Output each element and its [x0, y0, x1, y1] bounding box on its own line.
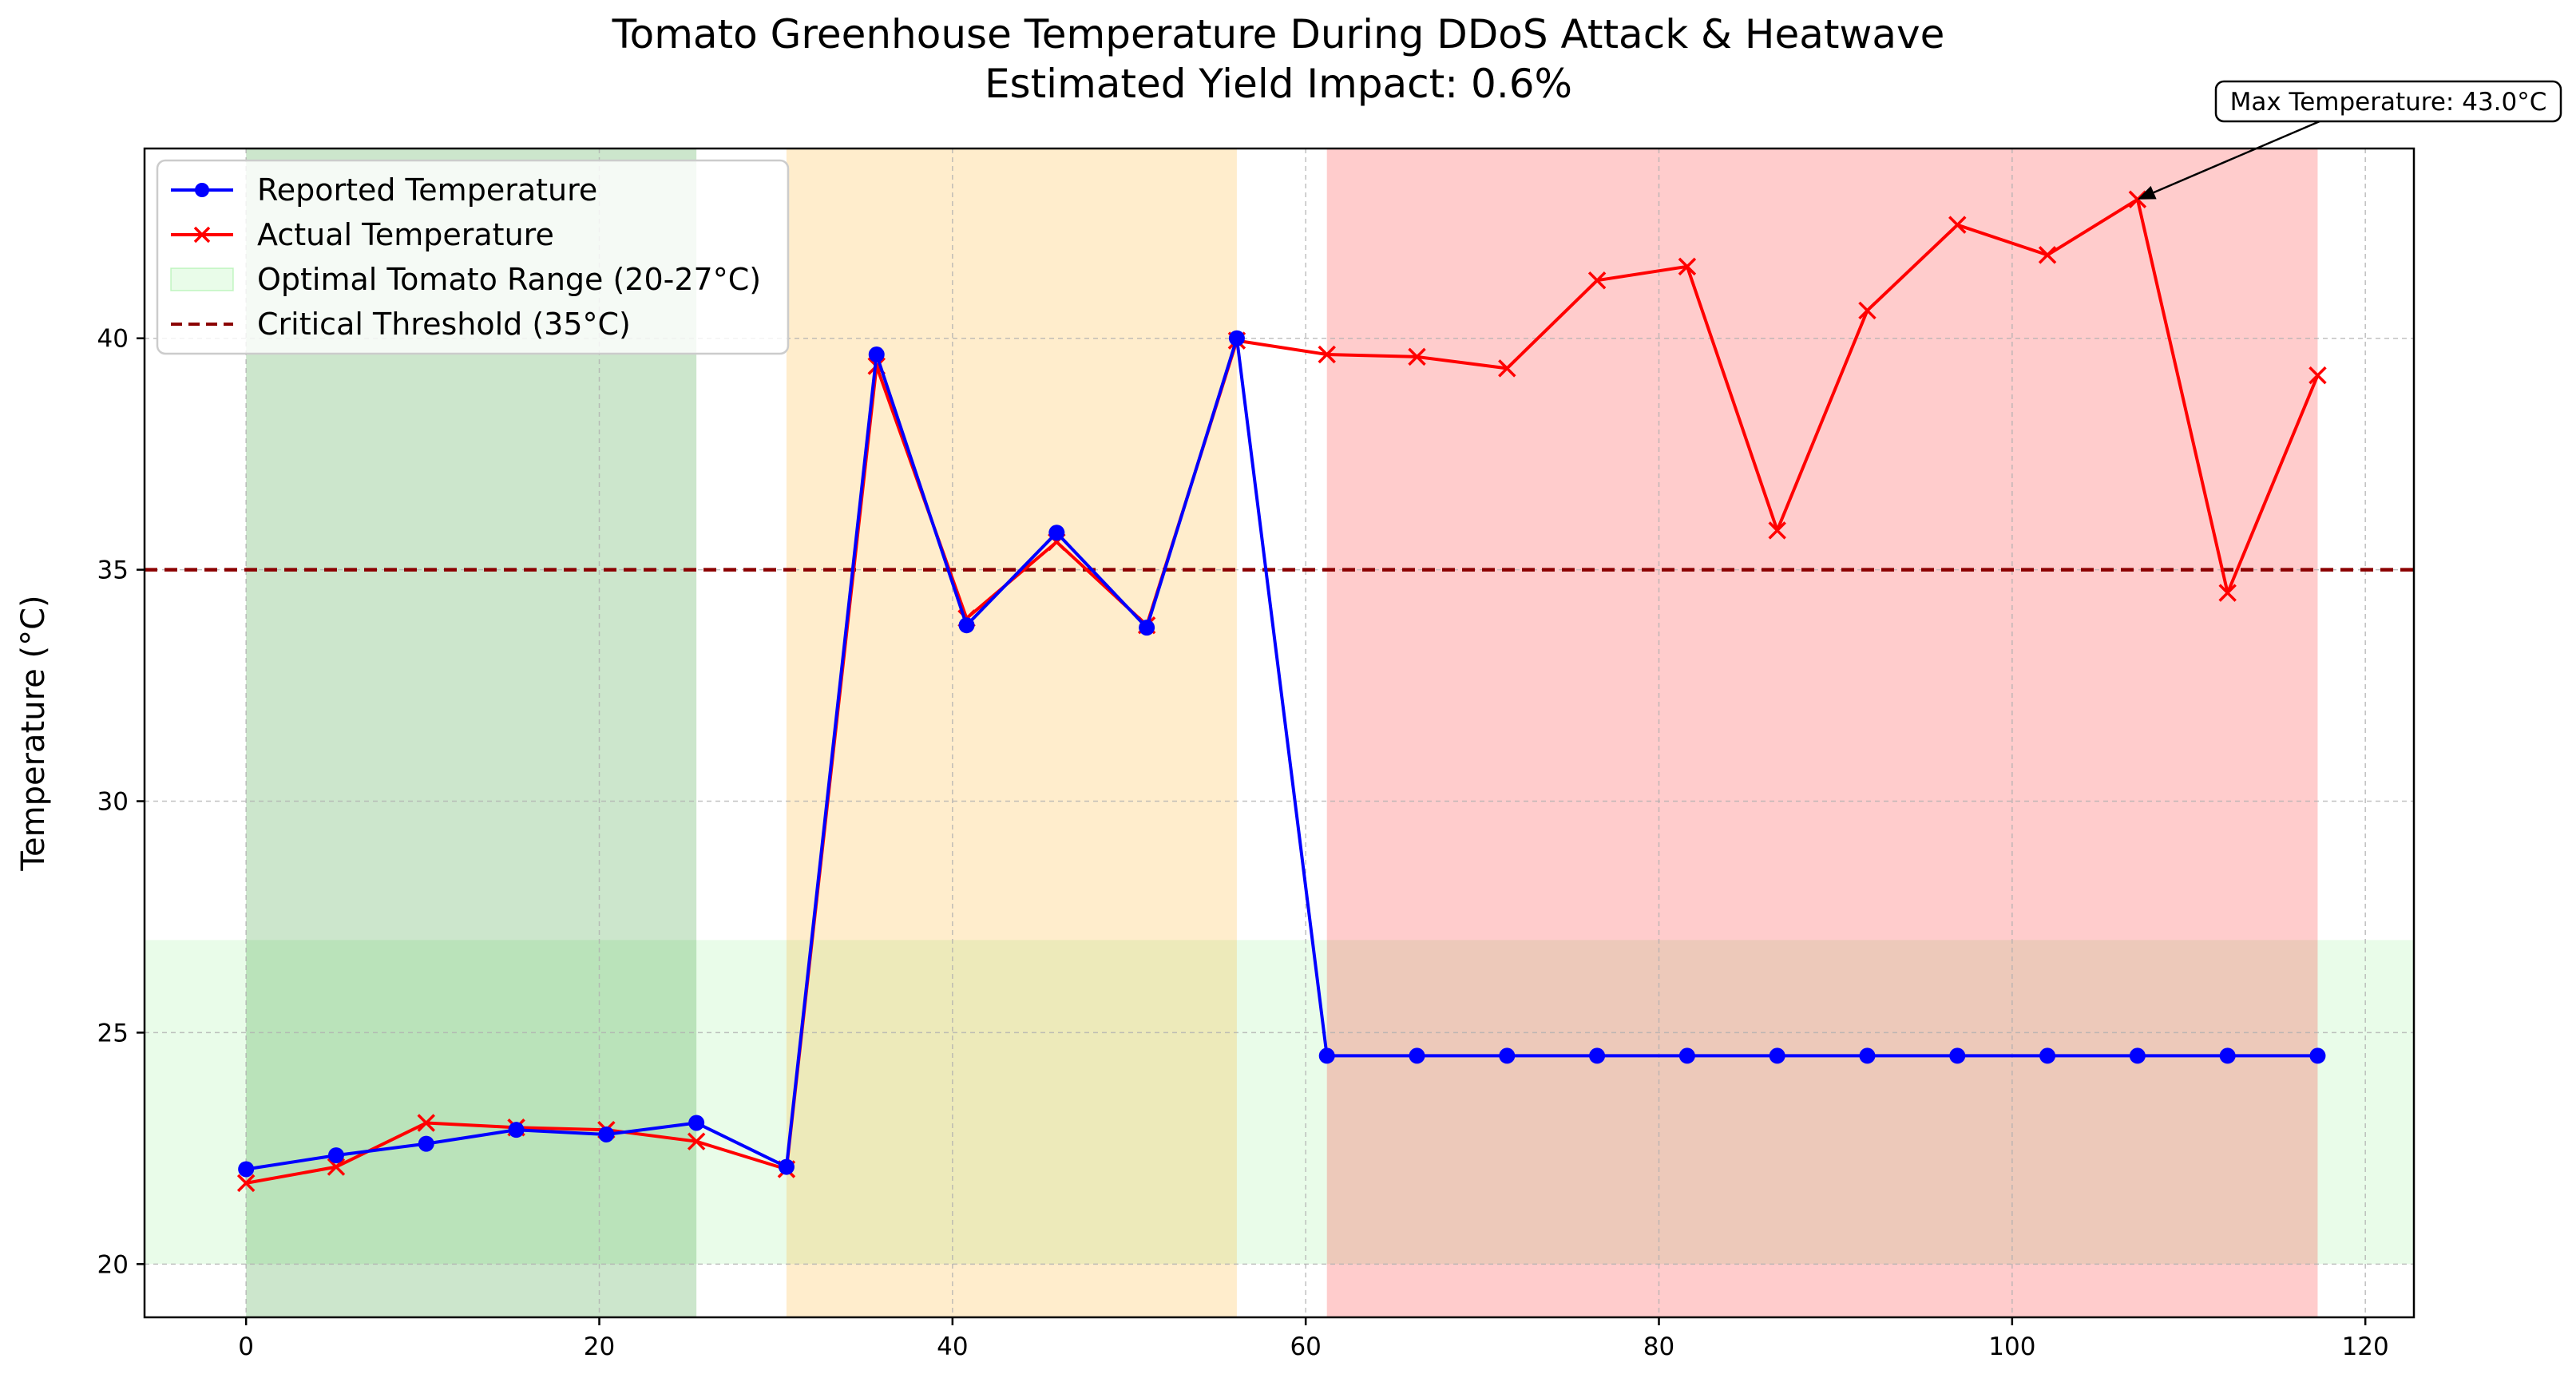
band-3 — [1326, 148, 2318, 1317]
reported-point — [1048, 525, 1065, 541]
reported-point — [1409, 1047, 1425, 1064]
actual-point — [1858, 301, 1877, 320]
y-tick-label: 40 — [97, 325, 129, 354]
x-tick-label: 0 — [238, 1332, 254, 1361]
legend-actual-label: Actual Temperature — [257, 217, 554, 252]
reported-point — [1139, 620, 1155, 636]
max-temperature-annotation: Max Temperature: 43.0°C — [2137, 80, 2562, 200]
x-tick-label: 120 — [2342, 1332, 2389, 1361]
x-tick-label: 80 — [1643, 1332, 1674, 1361]
y-tick-label: 30 — [97, 788, 129, 817]
y-tick-label: 25 — [97, 1019, 129, 1047]
x-tick-label: 100 — [1988, 1332, 2035, 1361]
legend-reported-marker — [195, 183, 209, 197]
reported-point — [1228, 330, 1245, 346]
reported-point — [598, 1126, 615, 1142]
x-tick-label: 20 — [584, 1332, 615, 1361]
y-tick-label: 20 — [97, 1250, 129, 1279]
chart-subtitle: Estimated Yield Impact: 0.6% — [985, 61, 1572, 107]
annotation-label: Max Temperature: 43.0°C — [2230, 88, 2547, 117]
actual-point — [1408, 347, 1426, 366]
reported-point — [327, 1147, 344, 1164]
reported-point — [508, 1122, 525, 1138]
actual-point — [1768, 521, 1786, 540]
reported-point — [1589, 1047, 1606, 1064]
series-reported — [238, 330, 2326, 1178]
legend-optimal-label: Optimal Tomato Range (20-27°C) — [257, 262, 761, 297]
data-series — [236, 190, 2327, 1193]
legend-optimal-swatch — [170, 267, 234, 291]
chart-title: Tomato Greenhouse Temperature During DDo… — [612, 11, 1945, 57]
reported-point — [1499, 1047, 1516, 1064]
actual-line — [245, 197, 2320, 1185]
legend-reported-label: Reported Temperature — [257, 172, 597, 208]
reported-point — [1769, 1047, 1785, 1064]
legend: Reported Temperature Actual Temperature … — [156, 159, 790, 355]
reported-line — [245, 336, 2318, 1171]
reported-point — [2039, 1047, 2056, 1064]
x-tick-label: 40 — [937, 1332, 968, 1361]
reported-point — [1318, 1047, 1335, 1064]
x-tick-label: 60 — [1290, 1332, 1321, 1361]
reported-point — [1859, 1047, 1876, 1064]
actual-point — [417, 1114, 435, 1132]
actual-point — [687, 1132, 706, 1150]
actual-point — [236, 1174, 256, 1193]
actual-point — [1948, 216, 1967, 234]
y-axis-label: Temperature (°C) — [15, 595, 52, 871]
annotation-arrowhead — [2137, 185, 2157, 200]
actual-point — [1587, 271, 1607, 290]
reported-point — [688, 1115, 705, 1131]
band-2 — [786, 148, 1237, 1317]
reported-point — [2309, 1047, 2326, 1064]
actual-point — [2308, 366, 2327, 385]
reported-point — [1678, 1047, 1695, 1064]
y-tick-label: 35 — [97, 556, 129, 585]
plot-frame — [143, 147, 2415, 1319]
reported-point — [238, 1161, 255, 1178]
actual-point — [1498, 359, 1516, 378]
reported-point — [958, 617, 975, 634]
reported-point — [778, 1158, 795, 1175]
actual-point — [1318, 345, 1336, 364]
reported-point — [418, 1135, 434, 1152]
annotation-box — [2214, 80, 2562, 123]
legend-actual-marker — [193, 226, 211, 244]
actual-point — [1678, 257, 1697, 276]
reported-point — [1949, 1047, 1966, 1064]
actual-point — [2038, 246, 2057, 264]
actual-point — [327, 1158, 346, 1176]
legend-box — [156, 159, 790, 355]
reported-point — [2129, 1047, 2146, 1064]
axis-ticks: 0 20 40 60 80 100 120 20 25 30 35 40 — [97, 325, 2389, 1361]
reported-point — [2219, 1047, 2236, 1064]
actual-point — [2218, 584, 2237, 602]
annotation-arrow — [2153, 120, 2320, 194]
reported-point — [868, 346, 885, 363]
legend-threshold-label: Critical Threshold (35°C) — [257, 307, 631, 342]
band-0 — [145, 940, 2414, 1265]
